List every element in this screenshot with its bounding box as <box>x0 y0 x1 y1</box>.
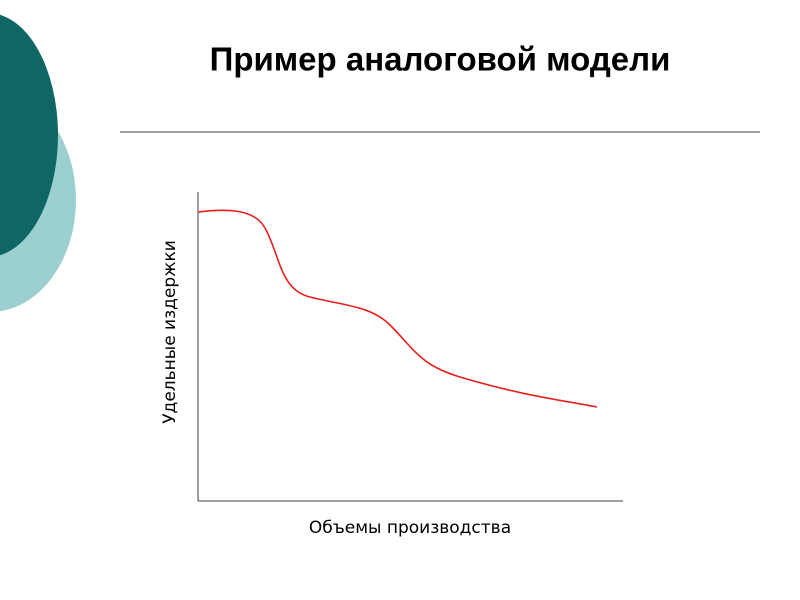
decor-circle-dark <box>0 14 58 256</box>
y-axis-label: Удельные издержки <box>160 240 180 424</box>
slide-title: Пример аналоговой модели <box>210 41 671 78</box>
x-axis-label: Объемы производства <box>309 518 511 538</box>
cost-curve <box>197 209 598 408</box>
